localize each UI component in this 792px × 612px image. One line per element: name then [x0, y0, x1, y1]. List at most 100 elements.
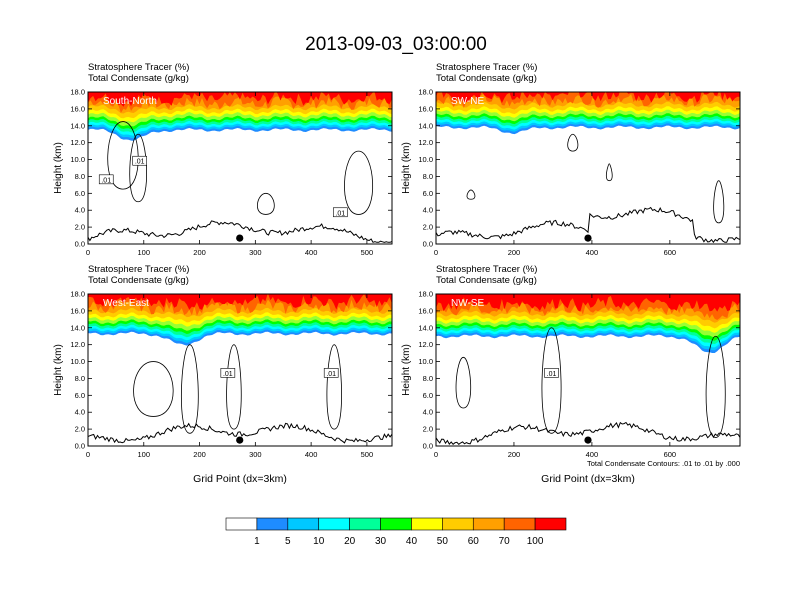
y-tick-label: 0.0 [75, 240, 85, 249]
colorbar-swatch [503, 517, 536, 531]
panel-variable-1: Stratosphere Tracer (%) [436, 264, 537, 275]
condensate-contour [344, 150, 374, 215]
colorbar-swatch [380, 517, 412, 531]
tracer-band-100 [436, 294, 740, 312]
tracer-band-100 [88, 294, 392, 310]
panel-west-east: Stratosphere Tracer (%)Total Condensate … [53, 264, 393, 485]
contour-label-box [220, 368, 236, 378]
colorbar-swatch [287, 517, 320, 531]
contour-label: .01 [547, 371, 557, 378]
y-axis-label: Height (km) [53, 344, 64, 396]
figure-title: 2013-09-03_03:00:00 [305, 34, 487, 55]
condensate-contour [713, 180, 725, 224]
panel-name: NW-SE [451, 298, 484, 309]
colorbar-label: 30 [375, 536, 387, 547]
condensate-contour [567, 133, 579, 152]
contour-label-box [323, 368, 339, 378]
x-tick-label: 400 [305, 248, 318, 257]
x-tick-label: 200 [508, 248, 521, 257]
colorbar-label: 50 [437, 536, 449, 547]
colorbar-swatch [349, 517, 381, 531]
colorbar-swatch [318, 517, 350, 531]
contour-note: Total Condensate Contours: .01 to .01 by… [587, 459, 740, 468]
condensate-contour [129, 133, 147, 203]
y-axis-label: Height (km) [53, 142, 64, 194]
condensate-contour [455, 356, 472, 409]
x-tick-label: 0 [434, 450, 438, 459]
terrain-line [436, 206, 740, 244]
y-tick-label: 16.0 [70, 306, 85, 315]
x-tick-label: 100 [138, 450, 151, 459]
condensate-contour [705, 335, 726, 438]
y-tick-label: 16.0 [418, 104, 433, 113]
y-tick-label: 8.0 [423, 374, 433, 383]
y-tick-label: 10.0 [418, 155, 433, 164]
colorbar-swatch [534, 517, 567, 531]
y-tick-label: 12.0 [418, 138, 433, 147]
x-tick-label: 400 [586, 450, 599, 459]
y-tick-label: 2.0 [75, 425, 85, 434]
y-tick-label: 14.0 [418, 323, 433, 332]
y-tick-label: 12.0 [418, 340, 433, 349]
condensate-contour [226, 344, 242, 430]
y-tick-label: 6.0 [75, 189, 85, 198]
y-tick-label: 14.0 [70, 323, 85, 332]
colorbar-label: 40 [406, 536, 418, 547]
y-tick-label: 18.0 [70, 290, 85, 299]
y-tick-label: 16.0 [418, 306, 433, 315]
y-tick-label: 2.0 [75, 223, 85, 232]
tracer-field [436, 92, 740, 244]
colorbar-swatch [225, 517, 258, 531]
condensate-contour [180, 344, 199, 434]
x-tick-label: 200 [508, 450, 521, 459]
y-tick-label: 18.0 [70, 88, 85, 97]
condensate-contour [133, 361, 174, 417]
y-tick-label: 0.0 [75, 442, 85, 451]
contour-label-box [132, 155, 147, 166]
x-axis-label: Grid Point (dx=3km) [541, 473, 635, 485]
y-tick-label: 10.0 [70, 357, 85, 366]
y-tick-label: 8.0 [75, 374, 85, 383]
y-tick-label: 2.0 [423, 425, 433, 434]
x-tick-label: 500 [361, 450, 374, 459]
panel-sw-ne: Stratosphere Tracer (%)Total Condensate … [401, 62, 741, 257]
panel-frame [87, 91, 393, 245]
panels: Stratosphere Tracer (%)Total Condensate … [53, 62, 741, 485]
panel-variable-2: Total Condensate (g/kg) [88, 275, 189, 286]
panel-south-north: Stratosphere Tracer (%)Total Condensate … [53, 62, 393, 257]
tracer-field: .01 .01 [88, 294, 392, 446]
colorbar-label: 60 [468, 536, 480, 547]
x-tick-label: 300 [249, 248, 262, 257]
panel-name: South-North [103, 96, 157, 107]
y-tick-label: 6.0 [423, 189, 433, 198]
panel-variable-2: Total Condensate (g/kg) [436, 73, 537, 84]
location-marker [236, 436, 244, 444]
y-tick-label: 12.0 [70, 340, 85, 349]
terrain-line [88, 422, 392, 444]
panel-variable-1: Stratosphere Tracer (%) [88, 264, 189, 275]
y-tick-label: 6.0 [75, 391, 85, 400]
tracer-field: .01 [436, 294, 740, 446]
contour-label: .01 [101, 177, 111, 184]
contour-label-box [98, 174, 114, 185]
contour-label: .01 [223, 371, 233, 378]
contour-label-box [333, 207, 348, 218]
colorbar-label: 1 [254, 536, 260, 547]
y-axis-label: Height (km) [401, 142, 412, 194]
colorbar-label: 10 [313, 536, 325, 547]
location-marker [236, 234, 244, 242]
condensate-contour [605, 163, 613, 182]
x-tick-label: 400 [305, 450, 318, 459]
panel-frame [435, 91, 741, 245]
x-axis-label: Grid Point (dx=3km) [193, 473, 287, 485]
panel-frame [87, 293, 393, 447]
y-tick-label: 2.0 [423, 223, 433, 232]
colorbar-swatch [472, 517, 505, 531]
panel-variable-1: Stratosphere Tracer (%) [436, 62, 537, 73]
y-tick-label: 14.0 [70, 121, 85, 130]
x-tick-label: 0 [434, 248, 438, 257]
y-tick-label: 16.0 [70, 104, 85, 113]
y-tick-label: 10.0 [70, 155, 85, 164]
colorbar-label: 100 [527, 536, 544, 547]
contour-label: .01 [335, 210, 345, 217]
